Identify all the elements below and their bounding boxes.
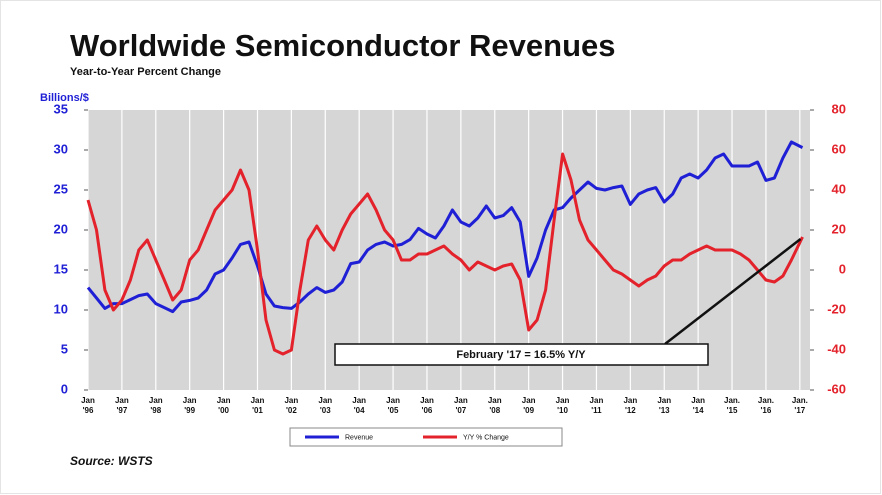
x-tick-label: Jan — [386, 396, 400, 405]
y2-tick-label: 40 — [832, 181, 846, 196]
x-tick-label: '05 — [388, 406, 399, 415]
x-tick-label: '07 — [455, 406, 466, 415]
x-tick-label: Jan — [352, 396, 366, 405]
x-tick-label: Jan. — [792, 396, 808, 405]
x-tick-label: '16 — [761, 406, 772, 415]
y-tick-label: 25 — [54, 181, 68, 196]
x-tick-label: Jan — [657, 396, 671, 405]
y-tick-label: 15 — [54, 261, 68, 276]
x-tick-label: Jan — [251, 396, 265, 405]
x-tick-label: '04 — [354, 406, 365, 415]
y2-tick-label: 80 — [832, 101, 846, 116]
x-tick-label: '09 — [523, 406, 534, 415]
annotation-arrow — [664, 238, 802, 345]
x-tick-label: Jan — [217, 396, 231, 405]
x-tick-label: '15 — [727, 406, 738, 415]
x-tick-label: Jan — [318, 396, 332, 405]
x-tick-label: Jan — [691, 396, 705, 405]
chart-subtitle: Year-to-Year Percent Change — [70, 66, 221, 78]
x-tick-label: Jan — [623, 396, 637, 405]
x-tick-label: '12 — [625, 406, 636, 415]
x-tick-label: Jan — [284, 396, 298, 405]
x-tick-label: '17 — [794, 406, 805, 415]
x-tick-label: '00 — [218, 406, 229, 415]
annotation-text: February '17 = 16.5% Y/Y — [456, 349, 586, 361]
y2-tick-label: 60 — [832, 141, 846, 156]
x-tick-label: '06 — [422, 406, 433, 415]
series-line — [86, 140, 804, 314]
y2-tick-label: -20 — [827, 301, 846, 316]
x-tick-label: '08 — [489, 406, 500, 415]
x-tick-label: '14 — [693, 406, 704, 415]
y-tick-label: 0 — [61, 381, 68, 396]
x-tick-label: Jan — [556, 396, 570, 405]
x-tick-label: Jan — [149, 396, 163, 405]
x-tick-label: '99 — [184, 406, 195, 415]
x-tick-label: '97 — [116, 406, 127, 415]
x-tick-label: '11 — [591, 406, 602, 415]
y2-tick-label: 20 — [832, 221, 846, 236]
x-tick-label: '03 — [320, 406, 331, 415]
x-tick-label: '13 — [659, 406, 670, 415]
chart-title: Worldwide Semiconductor Revenues — [70, 28, 615, 63]
x-tick-label: Jan — [420, 396, 434, 405]
y-tick-label: 35 — [54, 101, 68, 116]
annotation-box — [334, 343, 709, 366]
x-tick-label: Jan — [115, 396, 129, 405]
source: Source: WSTS — [70, 454, 153, 468]
y2-tick-label: -40 — [827, 341, 846, 356]
x-tick-label: '96 — [83, 406, 94, 415]
series-line — [86, 152, 804, 356]
x-tick-label: Jan — [81, 396, 95, 405]
y-tick-label: 30 — [54, 141, 68, 156]
x-tick-label: Jan — [590, 396, 604, 405]
x-tick-label: Jan — [522, 396, 536, 405]
y-axis-label: Billions/$ — [40, 92, 89, 104]
x-tick-label: Jan. — [724, 396, 740, 405]
y2-tick-label: -60 — [827, 381, 846, 396]
x-tick-label: Jan — [454, 396, 468, 405]
x-tick-label: Jan — [183, 396, 197, 405]
y2-tick-label: 0 — [839, 261, 846, 276]
y-tick-label: 5 — [61, 341, 68, 356]
x-tick-label: '98 — [150, 406, 161, 415]
x-tick-label: '01 — [252, 406, 263, 415]
y-tick-label: 20 — [54, 221, 68, 236]
legend-label: Revenue — [345, 434, 373, 441]
x-tick-label: Jan. — [758, 396, 774, 405]
x-tick-label: '10 — [557, 406, 568, 415]
legend-label: Y/Y % Change — [463, 434, 509, 441]
x-tick-label: Jan — [488, 396, 502, 405]
x-tick-label: '02 — [286, 406, 297, 415]
y-tick-label: 10 — [54, 301, 68, 316]
